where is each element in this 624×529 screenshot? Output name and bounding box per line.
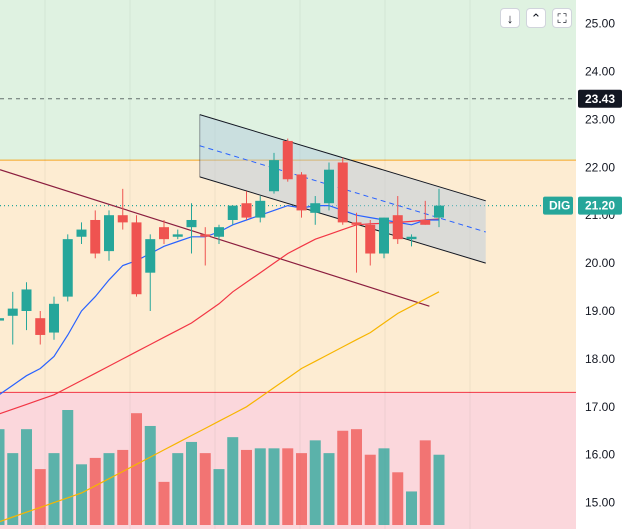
candle <box>186 219 197 228</box>
symbol-label: DIG <box>549 199 570 213</box>
candle <box>131 222 142 295</box>
volume-bar <box>213 469 225 525</box>
moving-average-mid <box>0 218 440 415</box>
volume-bar <box>419 440 431 525</box>
candle <box>420 219 431 225</box>
candle <box>282 140 293 180</box>
candle <box>90 219 101 254</box>
candle <box>269 160 279 192</box>
volume-bar <box>144 425 156 525</box>
volume-bar <box>62 410 74 525</box>
volume-bar <box>48 453 60 525</box>
candle <box>159 227 169 240</box>
candle <box>434 205 444 218</box>
volume-bar <box>158 481 170 525</box>
candle <box>145 239 156 273</box>
volume-bar <box>241 449 252 525</box>
volume-bar <box>406 491 417 525</box>
volume-bar <box>76 464 87 525</box>
volume-bar <box>89 457 101 525</box>
candle <box>172 234 183 237</box>
candle <box>255 200 266 218</box>
level-price-badge <box>578 89 622 108</box>
candle <box>35 318 46 335</box>
price-tick-label: 25.00 <box>585 17 615 31</box>
volume-bar <box>199 453 211 525</box>
volume-bar <box>227 437 239 525</box>
volume-bar <box>351 429 362 525</box>
volume-bar <box>21 429 32 525</box>
candle <box>392 215 403 240</box>
candle <box>337 162 348 223</box>
volume-bar <box>268 448 280 525</box>
last-price-badge <box>578 196 622 215</box>
level-price-label: 23.43 <box>585 92 615 106</box>
candle <box>49 303 59 333</box>
trend-line[interactable] <box>0 169 430 307</box>
volume-bar <box>103 453 115 525</box>
price-tick-label: 18.00 <box>585 352 615 366</box>
candle <box>62 239 73 297</box>
candle <box>379 217 389 254</box>
candle <box>76 229 87 237</box>
candle <box>0 318 4 321</box>
candle <box>406 236 417 240</box>
volume-bar <box>323 453 335 525</box>
price-tick-label: 20.00 <box>585 256 615 270</box>
candle <box>214 227 224 237</box>
candle <box>21 289 32 311</box>
volume-bar <box>364 454 376 525</box>
volume-bar <box>309 440 321 525</box>
volume-bar <box>433 454 445 525</box>
volume-bar <box>378 448 390 525</box>
price-tick-label: 19.00 <box>585 304 615 318</box>
arrow-down-icon: ↓ <box>506 11 514 26</box>
volume-bar <box>282 448 294 525</box>
candle <box>104 215 114 252</box>
price-tick-label: 17.00 <box>585 400 615 414</box>
upper-zone <box>0 0 576 161</box>
volume-bar <box>296 453 307 525</box>
price-axis[interactable] <box>576 0 624 529</box>
volume-bar <box>7 453 19 525</box>
price-tick-label: 22.00 <box>585 160 615 174</box>
scroll-down-button[interactable]: ↓ <box>500 8 520 28</box>
volume-bar <box>392 472 404 525</box>
candle <box>324 169 334 204</box>
collapse-icon: ⌃ <box>530 11 542 26</box>
fullscreen-button[interactable]: ⛶ <box>552 8 572 28</box>
channel-mid-line <box>199 145 486 233</box>
volume-bar <box>117 449 129 525</box>
candle <box>365 224 376 254</box>
price-tick-label: 16.00 <box>585 448 615 462</box>
price-tick-label: 23.00 <box>585 112 615 126</box>
volume-bar <box>186 441 197 525</box>
candle <box>7 308 18 316</box>
fullscreen-icon: ⛶ <box>557 11 567 26</box>
volume-bar <box>254 448 266 525</box>
price-tick-label: 24.00 <box>585 65 615 79</box>
volume-bar <box>172 453 184 525</box>
candle <box>351 222 362 225</box>
candle <box>241 203 252 218</box>
volume-bar <box>0 429 5 525</box>
collapse-button[interactable]: ⌃ <box>526 8 546 28</box>
candle <box>227 205 238 220</box>
symbol-badge <box>543 196 573 215</box>
candle <box>310 203 321 213</box>
candle <box>200 234 211 237</box>
last-price-label: 21.20 <box>585 199 615 213</box>
price-tick-label: 15.00 <box>585 496 615 510</box>
volume-bar <box>337 430 349 525</box>
volume-bar <box>34 469 46 525</box>
candle <box>117 215 128 223</box>
moving-average-slow <box>0 291 440 523</box>
volume-bar <box>131 413 142 525</box>
candle <box>296 174 307 211</box>
